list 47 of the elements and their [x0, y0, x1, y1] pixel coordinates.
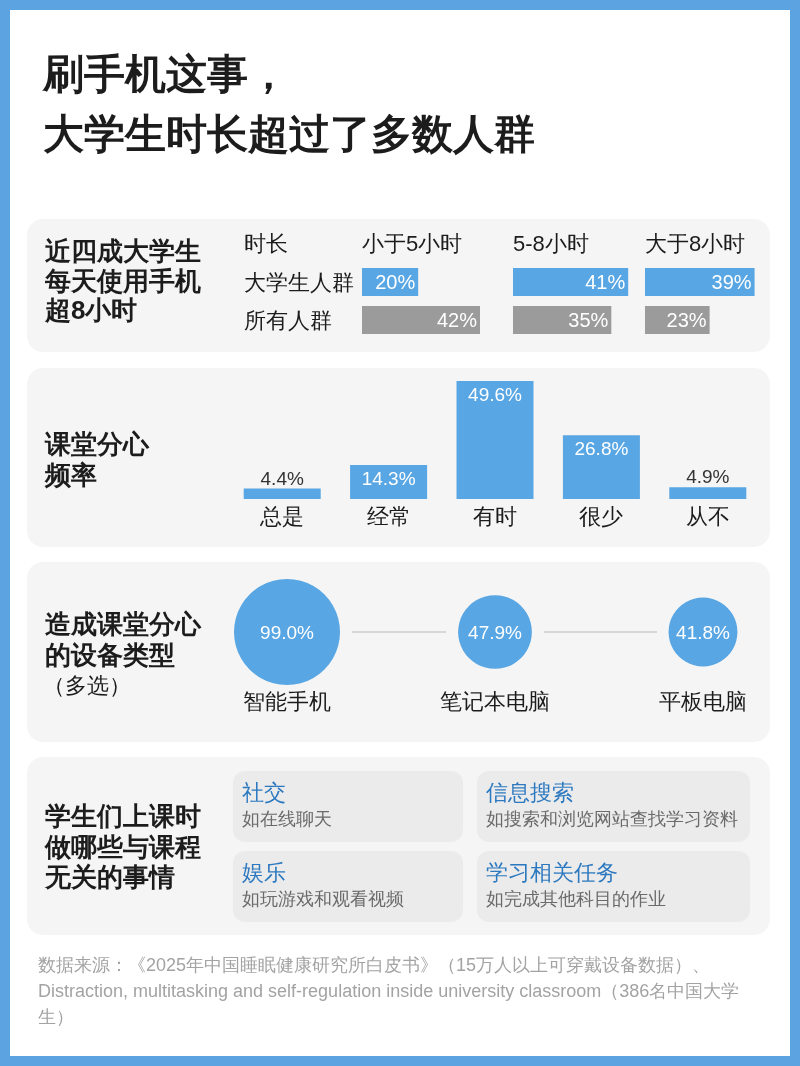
- bar: [456, 381, 534, 499]
- x-tick-label: 从不: [685, 503, 730, 529]
- text: 课堂分心频率: [44, 429, 150, 490]
- category-label: 笔记本电脑: [440, 688, 550, 714]
- data-label: 23%: [666, 309, 707, 331]
- text: 娱乐: [242, 860, 286, 885]
- text: 学生们上课时做哪些与课程无关的事情: [45, 801, 202, 893]
- x-tick-label: 总是: [259, 503, 305, 529]
- bar: [243, 488, 321, 499]
- data-label: 35%: [568, 309, 609, 331]
- text: 社交: [242, 780, 286, 805]
- category-label: 平板电脑: [659, 688, 747, 714]
- chart-title: 刷手机这事，大学生时长超过了多数人群: [42, 51, 535, 157]
- y-tick-label: 大学生人群: [244, 269, 354, 295]
- category-label: 智能手机: [243, 688, 331, 714]
- y-tick-label: 所有人群: [244, 307, 332, 333]
- x-tick-label: 很少: [579, 503, 624, 529]
- text: 如完成其他科目的作业: [486, 888, 666, 911]
- data-label: 99.0%: [260, 621, 315, 643]
- data-label: 47.9%: [468, 621, 523, 643]
- text: 如玩游戏和观看视频: [242, 888, 404, 911]
- data-label: 49.6%: [468, 384, 523, 405]
- data-label: 41.8%: [676, 621, 731, 643]
- data-label: 4.4%: [260, 467, 304, 489]
- text: 造成课堂分心的设备类型: [45, 609, 202, 670]
- x-axis-title: 小于5小时: [362, 230, 463, 256]
- text: 如在线聊天: [242, 808, 332, 831]
- x-axis-title: 5-8小时: [513, 230, 589, 256]
- x-tick-label: 有时: [473, 503, 517, 529]
- data-label: 42%: [436, 309, 478, 331]
- data-label: 26.8%: [574, 438, 629, 460]
- text: 信息搜索: [486, 780, 574, 805]
- y-axis-title: 时长: [244, 230, 288, 256]
- data-label: 20%: [375, 271, 416, 293]
- data-label: 4.9%: [686, 466, 730, 488]
- text: 学习相关任务: [486, 860, 618, 885]
- data-label: 39%: [711, 271, 752, 293]
- source-note: 数据来源：《2025年中国睡眠健康研究所白皮书》（15万人以上可穿戴设备数据）、Distraction, multitasking and self-regulation inside university classroom（386名中国大学生）: [38, 954, 741, 1029]
- text: 如搜索和浏览网站查找学习资料: [486, 808, 738, 831]
- text: 近四成大学生每天使用手机超8小时: [44, 236, 201, 325]
- text: （多选）: [43, 672, 131, 698]
- bar: [562, 435, 640, 499]
- bar: [669, 487, 747, 499]
- data-label: 41%: [585, 271, 626, 293]
- x-axis-title: 大于8小时: [645, 230, 746, 256]
- x-tick-label: 经常: [366, 503, 411, 529]
- data-label: 14.3%: [361, 467, 416, 489]
